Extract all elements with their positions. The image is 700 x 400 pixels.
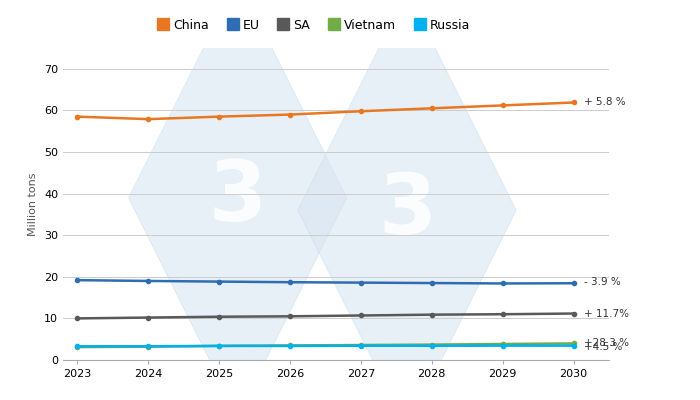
Legend: China, EU, SA, Vietnam, Russia: China, EU, SA, Vietnam, Russia <box>153 14 475 37</box>
Polygon shape <box>298 0 516 400</box>
Text: +4.5 %: +4.5 % <box>584 342 622 352</box>
Y-axis label: Million tons: Million tons <box>29 172 38 236</box>
Polygon shape <box>129 0 347 400</box>
Text: - 3.9 %: - 3.9 % <box>584 278 621 288</box>
Text: 3: 3 <box>209 157 267 238</box>
Text: + 11.7%: + 11.7% <box>584 308 629 318</box>
Text: 3: 3 <box>378 170 436 251</box>
Text: + 5.8 %: + 5.8 % <box>584 98 626 108</box>
Text: +28.3 %: +28.3 % <box>584 338 629 348</box>
